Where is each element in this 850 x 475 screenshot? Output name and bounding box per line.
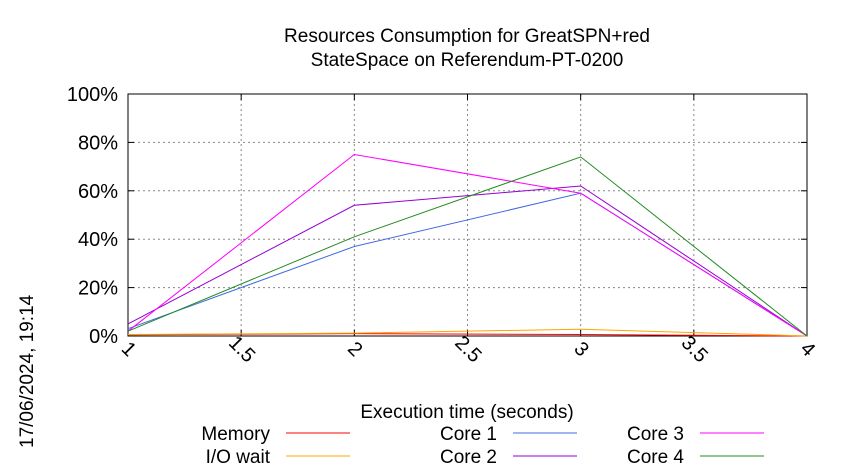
y-tick-label: 100% [67,84,118,106]
x-tick-label: 3 [569,338,592,361]
y-tick-label: 20% [78,278,118,300]
y-tick-label: 60% [78,181,118,203]
legend-label-i-o-wait: I/O wait [206,447,271,468]
series-lines [127,153,808,337]
series-line-core-4 [127,156,808,337]
series-line-core-3 [127,153,808,337]
x-tick-label: 1.5 [224,332,259,367]
series-line-i-o-wait [127,328,808,337]
legend-label-memory: Memory [201,424,270,445]
x-tick-label: 3.5 [677,332,712,367]
timestamp-label: 17/06/2024, 19:14 [17,294,38,448]
grid [128,94,807,336]
x-axis-label: Execution time (seconds) [360,402,573,423]
x-tick-label: 2 [343,338,366,361]
legend-label-core-1: Core 1 [440,424,497,445]
legend-label-core-3: Core 3 [627,424,684,445]
y-tick-label: 80% [78,132,118,154]
series-line-core-2 [127,185,808,337]
legend-label-core-2: Core 2 [440,447,497,468]
y-tick-label: 0% [89,326,118,348]
y-tick-label: 40% [78,229,118,251]
legend-label-core-4: Core 4 [627,447,684,468]
x-tick-label: 4 [796,338,819,361]
chart-title-line-1: Resources Consumption for GreatSPN+red [284,26,650,47]
x-tick-label: 1 [117,338,140,361]
x-tick-label: 2.5 [450,332,485,367]
chart-title-line-2: StateSpace on Referendum-PT-0200 [311,50,624,71]
